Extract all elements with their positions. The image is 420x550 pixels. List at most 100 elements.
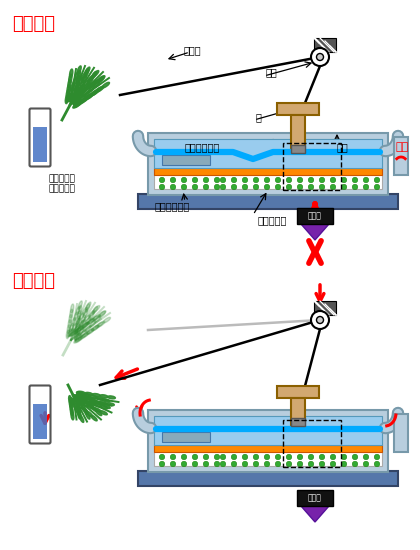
Ellipse shape (85, 302, 91, 310)
Ellipse shape (94, 316, 101, 323)
Bar (291, 145, 305, 153)
Circle shape (242, 177, 248, 183)
Ellipse shape (74, 91, 77, 100)
Ellipse shape (97, 402, 104, 405)
Circle shape (317, 53, 323, 60)
Ellipse shape (75, 91, 83, 97)
Circle shape (192, 177, 198, 183)
Ellipse shape (87, 405, 94, 409)
Ellipse shape (98, 76, 105, 83)
Circle shape (330, 461, 336, 467)
Ellipse shape (76, 75, 80, 84)
Ellipse shape (97, 321, 105, 327)
Circle shape (220, 184, 226, 190)
Ellipse shape (75, 333, 81, 340)
Circle shape (363, 461, 369, 467)
Ellipse shape (92, 70, 99, 77)
Ellipse shape (79, 399, 83, 406)
Bar (283, 143, 341, 190)
Circle shape (286, 461, 292, 467)
Ellipse shape (70, 329, 76, 336)
Bar (154, 445, 382, 452)
Bar (394, 414, 408, 452)
Ellipse shape (86, 402, 92, 408)
Bar (138, 471, 398, 486)
Circle shape (181, 454, 187, 460)
Ellipse shape (77, 90, 84, 96)
Ellipse shape (74, 399, 81, 403)
Ellipse shape (78, 325, 85, 331)
Ellipse shape (78, 85, 85, 91)
Ellipse shape (94, 87, 102, 93)
Circle shape (308, 454, 314, 460)
Circle shape (275, 454, 281, 460)
Ellipse shape (73, 96, 76, 105)
Circle shape (363, 177, 369, 183)
Circle shape (308, 184, 314, 190)
Circle shape (203, 461, 209, 467)
Ellipse shape (84, 90, 90, 97)
Bar (148, 410, 388, 472)
Ellipse shape (69, 95, 77, 101)
Ellipse shape (68, 395, 72, 404)
Circle shape (275, 184, 281, 190)
Ellipse shape (86, 411, 92, 417)
Ellipse shape (68, 79, 71, 88)
Circle shape (297, 461, 303, 467)
Text: プッシュバー: プッシュバー (185, 142, 220, 152)
Ellipse shape (75, 406, 79, 414)
Ellipse shape (77, 394, 83, 399)
Circle shape (264, 454, 270, 460)
Ellipse shape (78, 78, 83, 85)
Bar (314, 301, 336, 315)
Ellipse shape (91, 406, 97, 411)
Ellipse shape (82, 322, 87, 330)
Circle shape (220, 177, 226, 183)
Ellipse shape (83, 309, 88, 318)
Circle shape (286, 454, 292, 460)
Circle shape (264, 177, 270, 183)
Circle shape (253, 184, 259, 190)
Circle shape (311, 48, 329, 66)
Ellipse shape (91, 326, 99, 331)
Ellipse shape (84, 315, 90, 322)
Ellipse shape (73, 90, 80, 96)
Ellipse shape (103, 317, 110, 323)
Ellipse shape (74, 100, 81, 107)
Ellipse shape (77, 66, 81, 74)
Ellipse shape (76, 394, 79, 403)
Ellipse shape (79, 95, 86, 102)
Ellipse shape (84, 82, 90, 90)
Ellipse shape (81, 333, 88, 338)
Ellipse shape (95, 410, 102, 416)
Ellipse shape (80, 80, 84, 89)
Polygon shape (301, 224, 329, 240)
Ellipse shape (77, 92, 83, 101)
Ellipse shape (69, 315, 72, 323)
Ellipse shape (78, 411, 81, 419)
Ellipse shape (84, 326, 91, 332)
Bar (162, 155, 210, 165)
Circle shape (264, 461, 270, 467)
Ellipse shape (74, 328, 81, 334)
Bar (154, 139, 382, 189)
Ellipse shape (67, 94, 73, 101)
Ellipse shape (81, 400, 89, 404)
Circle shape (214, 177, 220, 183)
Circle shape (286, 184, 292, 190)
Ellipse shape (74, 97, 78, 105)
Ellipse shape (78, 301, 82, 309)
Ellipse shape (77, 391, 85, 394)
Circle shape (159, 177, 165, 183)
Ellipse shape (77, 70, 81, 79)
Circle shape (192, 184, 198, 190)
Ellipse shape (89, 81, 97, 86)
Ellipse shape (86, 412, 90, 419)
Ellipse shape (76, 399, 79, 406)
Ellipse shape (65, 95, 68, 103)
Ellipse shape (75, 318, 81, 326)
Text: オジギソウ
（枝のみ）: オジギソウ （枝のみ） (49, 174, 76, 194)
Ellipse shape (81, 403, 85, 410)
Circle shape (253, 177, 259, 183)
Circle shape (297, 184, 303, 190)
